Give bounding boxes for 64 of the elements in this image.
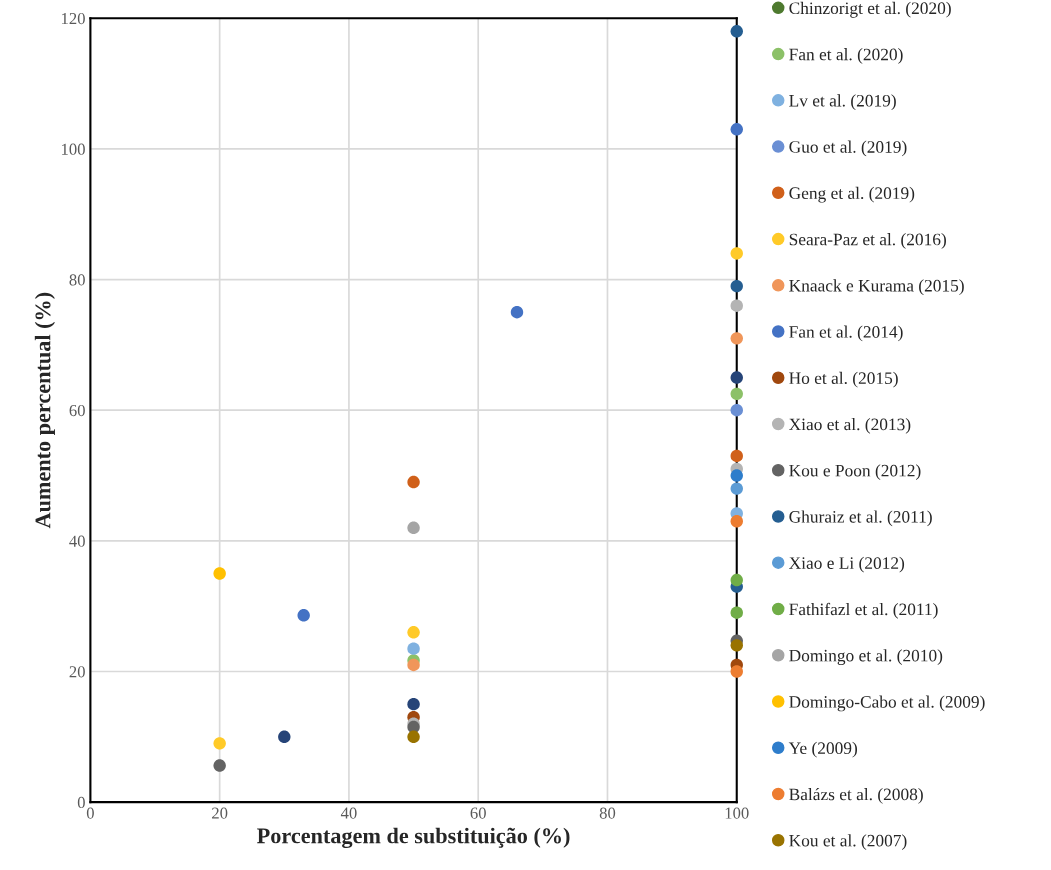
- y-tick-label: 80: [69, 274, 85, 286]
- point: [213, 737, 226, 750]
- point: [730, 449, 743, 463]
- point: [297, 609, 310, 622]
- y-axis-title: Aumento percentual (%): [34, 292, 55, 529]
- point: [730, 469, 743, 482]
- point: [730, 665, 743, 678]
- point: [407, 730, 420, 744]
- legend-label: Domingo-Cabo et al. (2009): [789, 695, 985, 712]
- legend-label: Domingo et al. (2010): [789, 649, 943, 666]
- point: [730, 123, 743, 136]
- point: [407, 697, 420, 711]
- legend-label: Fathifazl et al. (2011): [789, 602, 938, 619]
- x-tick-label: 0: [86, 807, 94, 819]
- legend-label: Xiao et al. (2013): [789, 418, 911, 434]
- y-tick-label: 40: [69, 535, 85, 547]
- point: [407, 521, 420, 534]
- legend-label: Xiao e Li (2012): [789, 556, 905, 573]
- point: [213, 759, 226, 772]
- legend-label: Balázs et al. (2008): [789, 788, 923, 804]
- point: [407, 642, 420, 655]
- point: [730, 573, 743, 587]
- legend-label: Fan et al. (2014): [789, 325, 903, 342]
- point: [730, 403, 743, 417]
- y-tick-label: 0: [77, 796, 85, 809]
- x-tick-label: 80: [599, 807, 616, 819]
- point: [730, 332, 743, 345]
- point: [407, 658, 420, 672]
- point: [730, 639, 743, 652]
- x-tick-label: 60: [470, 807, 486, 819]
- legend-label: Kou et al. (2007): [789, 834, 907, 851]
- x-axis-title: Porcentagem de substituição (%): [257, 827, 570, 849]
- legend-label: Lv et al. (2019): [789, 94, 896, 111]
- legend-label: Knaack e Kurama (2015): [789, 279, 964, 296]
- point: [730, 387, 743, 401]
- legend-label: Kou e Poon (2012): [789, 464, 921, 480]
- x-tick-label: 40: [340, 807, 357, 819]
- point: [730, 515, 743, 528]
- y-tick-label: 20: [69, 666, 85, 678]
- legend-label: Fan et al. (2020): [789, 48, 903, 64]
- point: [730, 279, 743, 293]
- legend-label: Ghuraiz et al. (2011): [789, 510, 932, 527]
- point: [510, 306, 524, 319]
- point: [213, 567, 226, 580]
- legend-label: Geng et al. (2019): [789, 186, 915, 203]
- x-tick-label: 100: [725, 807, 749, 819]
- legend-label: Ho et al. (2015): [789, 371, 898, 388]
- point: [730, 371, 743, 384]
- point: [730, 247, 743, 260]
- point: [278, 730, 291, 744]
- legend-label: Chinzorigt et al. (2020): [789, 1, 951, 18]
- point: [730, 25, 743, 38]
- legend-label: Guo et al. (2019): [789, 140, 907, 157]
- y-tick-label: 60: [69, 404, 85, 417]
- legend-label: Ye (2009): [788, 741, 858, 758]
- point: [730, 482, 743, 495]
- point: [407, 475, 420, 489]
- x-tick-label: 20: [212, 807, 228, 819]
- y-tick-label: 120: [61, 12, 85, 25]
- legend-label: Seara-Paz et al. (2016): [789, 233, 946, 249]
- y-tick-label: 100: [61, 143, 85, 155]
- point: [407, 626, 420, 639]
- point: [730, 299, 743, 312]
- point: [730, 606, 743, 619]
